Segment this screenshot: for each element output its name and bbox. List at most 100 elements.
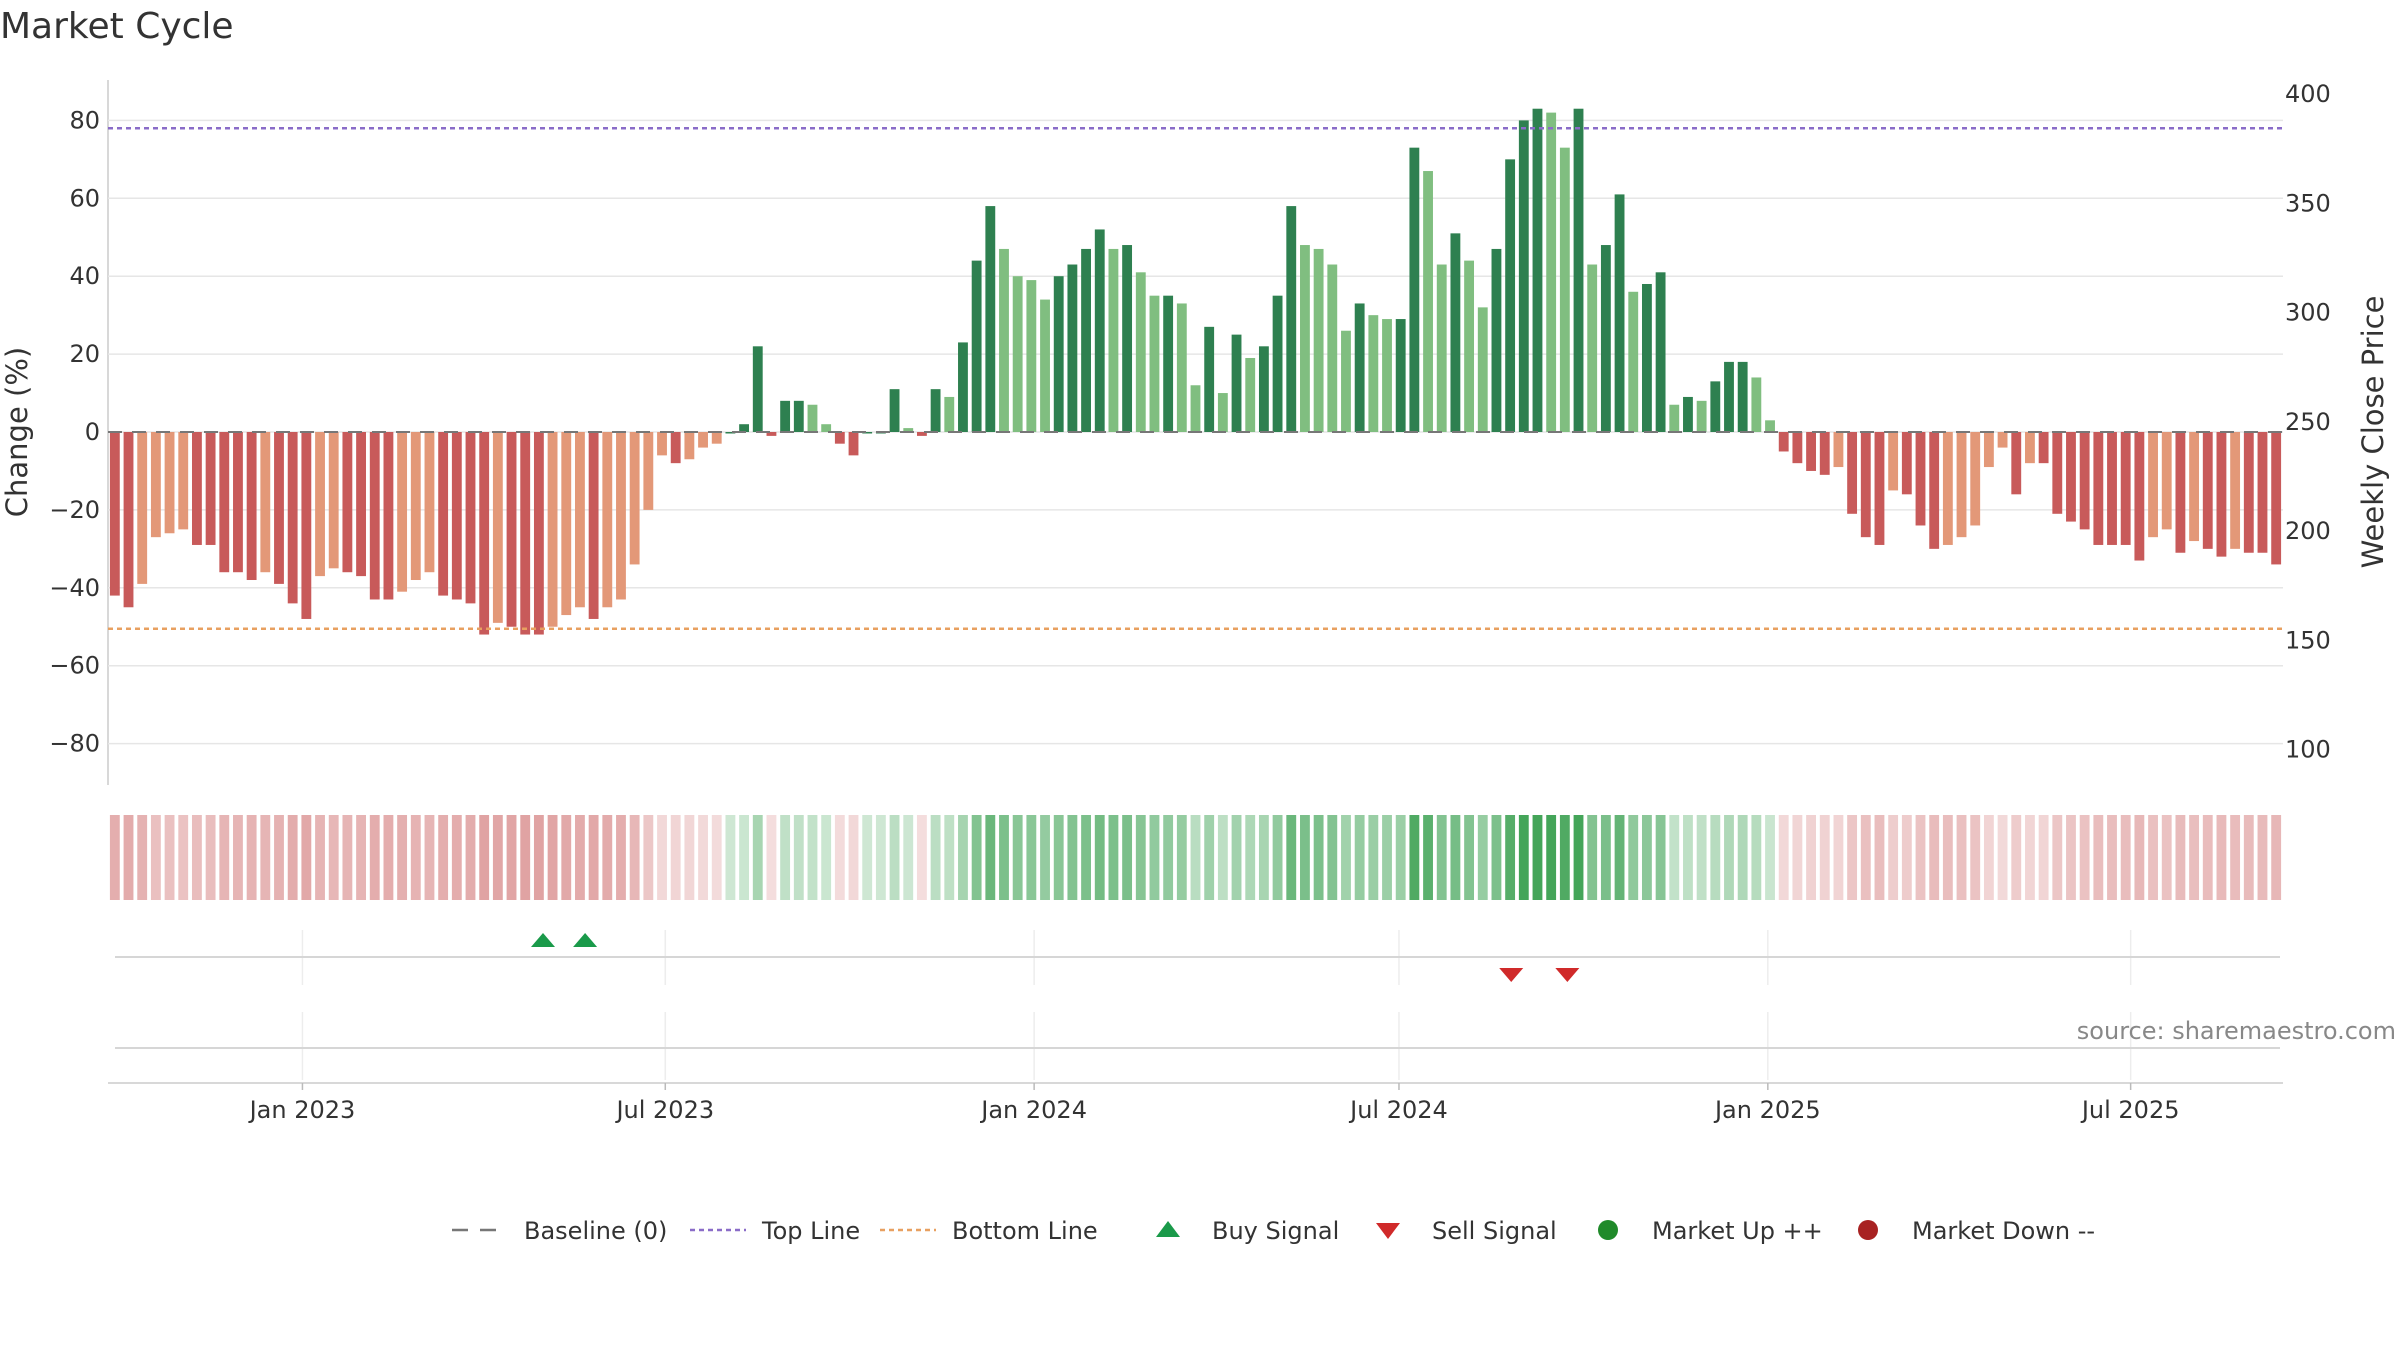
heat-cell xyxy=(1286,815,1297,900)
change-bar xyxy=(274,432,284,584)
change-bar xyxy=(410,432,421,581)
heat-cell xyxy=(1970,815,1981,900)
heat-cell xyxy=(123,815,134,900)
heat-cell xyxy=(752,815,763,900)
heat-cell xyxy=(985,815,996,900)
heat-cell xyxy=(1368,815,1379,900)
heat-cell xyxy=(1724,815,1734,900)
heat-cell xyxy=(588,815,599,900)
heat-cell xyxy=(1409,815,1420,900)
legend-label: Sell Signal xyxy=(1432,1217,1557,1245)
change-bar xyxy=(1970,432,1981,526)
change-bar xyxy=(821,424,832,432)
heat-cell xyxy=(1313,815,1324,900)
change-bar xyxy=(205,432,216,545)
y-tick-label: −80 xyxy=(49,730,100,758)
change-bar xyxy=(1765,420,1775,432)
change-bar xyxy=(164,432,175,534)
y2-tick-label: 350 xyxy=(2285,189,2331,217)
heat-cell xyxy=(1929,815,1940,900)
market-state-panel xyxy=(115,1012,2280,1080)
change-bar xyxy=(684,432,695,460)
legend: Baseline (0) Top Line Bottom Line Buy Signa… xyxy=(452,1217,2095,1245)
change-bar xyxy=(178,432,189,530)
heat-cell xyxy=(1600,815,1611,900)
heat-cell xyxy=(2093,815,2104,900)
change-bar xyxy=(479,432,490,635)
change-bar xyxy=(1860,432,1871,538)
heat-cell xyxy=(848,815,859,900)
heat-cell xyxy=(164,815,175,900)
heat-cell xyxy=(150,815,161,900)
change-bar xyxy=(1040,299,1050,432)
change-bar xyxy=(1190,385,1201,432)
change-bar xyxy=(944,396,955,432)
change-bar xyxy=(862,432,873,434)
change-bar xyxy=(1094,229,1105,432)
change-bar xyxy=(1409,147,1420,433)
legend-label: Market Up ++ xyxy=(1652,1217,1823,1245)
y-tick-label: −20 xyxy=(49,496,100,524)
heat-cell xyxy=(698,815,708,900)
change-bar xyxy=(1286,206,1297,432)
heat-cell xyxy=(643,815,654,900)
change-bar xyxy=(2038,432,2049,464)
y2-tick-label: 100 xyxy=(2285,736,2331,764)
change-bar xyxy=(1751,377,1762,432)
change-bar xyxy=(698,432,708,448)
heat-cell xyxy=(575,815,585,900)
heat-cell xyxy=(2148,815,2158,900)
heat-cell xyxy=(875,815,886,900)
change-bar xyxy=(1149,295,1160,432)
y-axis-ticks: 80 60 40 20 0 −20 −40 −60 −80 xyxy=(49,106,100,757)
y2-axis-ticks: 400 350 300 250 200 150 100 xyxy=(2285,80,2331,764)
heat-cell xyxy=(2079,815,2090,900)
heat-cell xyxy=(889,815,900,900)
change-bar xyxy=(520,432,531,635)
change-bar xyxy=(287,432,298,604)
change-bar xyxy=(643,432,654,510)
heat-cell xyxy=(1149,815,1160,900)
change-bar xyxy=(999,248,1009,432)
heat-cell xyxy=(2202,815,2213,900)
heat-cell xyxy=(2271,815,2282,900)
change-bar xyxy=(1819,432,1830,475)
change-bar xyxy=(807,404,818,432)
heat-cell xyxy=(1956,815,1967,900)
heat-cell xyxy=(2161,815,2172,900)
y-tick-label: 40 xyxy=(69,262,100,290)
heat-cell xyxy=(2120,815,2131,900)
change-bar xyxy=(1395,319,1406,432)
heat-cell xyxy=(1300,815,1310,900)
change-bar xyxy=(1983,432,1994,468)
y-tick-label: 0 xyxy=(85,418,100,446)
change-bar xyxy=(2271,432,2282,565)
heat-cell xyxy=(793,815,804,900)
change-bar xyxy=(1532,108,1543,432)
change-bar xyxy=(1368,315,1379,432)
change-bar xyxy=(2120,432,2131,545)
heat-cell xyxy=(1573,815,1584,900)
change-bar xyxy=(1300,245,1310,432)
change-bar xyxy=(451,432,462,600)
heat-cell xyxy=(2066,815,2076,900)
heat-cell xyxy=(1108,815,1119,900)
heat-cell xyxy=(684,815,695,900)
heat-cell xyxy=(1477,815,1488,900)
heat-cell xyxy=(1751,815,1762,900)
change-bar xyxy=(1163,295,1174,432)
change-bar xyxy=(219,432,230,573)
change-bar xyxy=(328,432,339,569)
change-bar xyxy=(971,260,982,432)
heat-cell xyxy=(438,815,449,900)
heat-cell xyxy=(1245,815,1256,900)
change-bar xyxy=(1833,432,1844,468)
change-bar xyxy=(903,428,914,432)
change-bar xyxy=(958,342,968,432)
heat-cell xyxy=(2230,815,2241,900)
reference-lines xyxy=(108,126,2283,630)
heat-cell xyxy=(1327,815,1338,900)
y2-tick-label: 400 xyxy=(2285,80,2331,108)
heat-cell xyxy=(1641,815,1652,900)
change-bar xyxy=(1806,432,1816,471)
